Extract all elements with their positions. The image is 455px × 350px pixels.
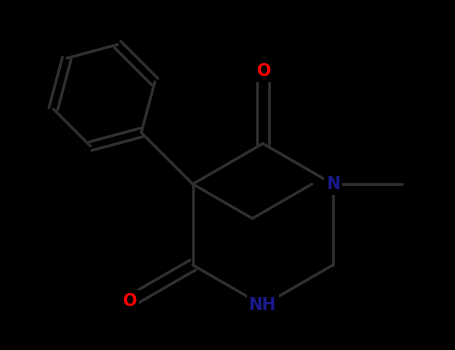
Text: N: N [326,175,340,193]
Text: O: O [122,293,137,310]
Text: O: O [256,62,270,80]
Text: NH: NH [249,296,277,315]
